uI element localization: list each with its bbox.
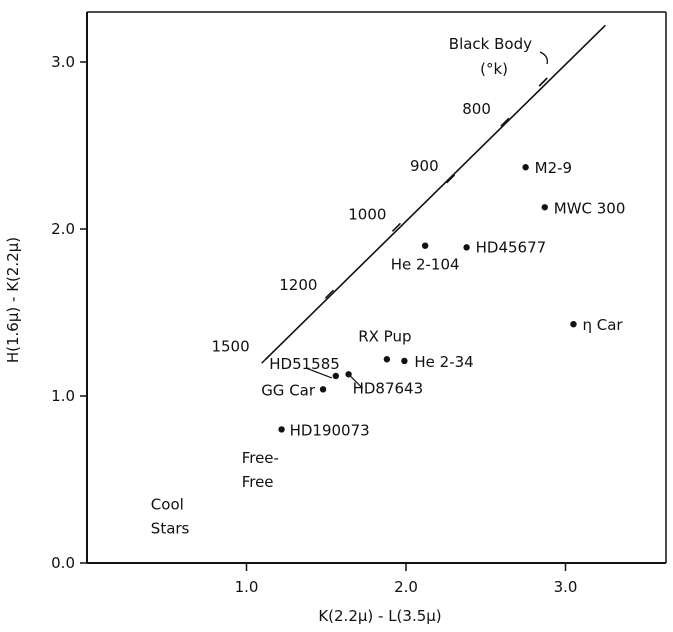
- star-point: [421, 242, 429, 249]
- star-label: HD190073: [290, 421, 370, 439]
- region-label: Cool: [151, 496, 184, 514]
- x-tick-label: 2.0: [394, 578, 418, 596]
- x-tick-label: 3.0: [554, 578, 578, 596]
- temperature-label: 800: [462, 100, 491, 118]
- star-point: [522, 164, 529, 171]
- star-point: [319, 386, 327, 393]
- y-tick-label: 2.0: [51, 220, 75, 238]
- star-label: HD51585: [269, 355, 340, 373]
- black-body-curve: 1500 1200 1000 900 800 Black Body (°k): [211, 24, 606, 364]
- black-body-marker: [324, 289, 334, 299]
- x-tick-label: 1.0: [235, 578, 259, 596]
- x-axis-title: K(2.2μ) - L(3.5μ): [318, 607, 441, 625]
- star-point: [541, 204, 548, 211]
- y-tick-label: 0.0: [51, 554, 75, 572]
- black-body-marker: [446, 174, 456, 184]
- black-body-title: Black Body: [449, 35, 532, 53]
- data-points: M2-9 MWC 300 HD45677 He 2-104 η Car RX PupHe …: [261, 159, 625, 439]
- star-point: [278, 426, 285, 433]
- star-label: HD87643: [353, 379, 424, 397]
- black-body-marker: [391, 222, 401, 232]
- region-label: Stars: [151, 520, 190, 538]
- star-label: He 2-104: [391, 256, 460, 274]
- star-label: He 2-34: [414, 353, 473, 371]
- black-body-marker: [500, 117, 510, 127]
- star-label: RX Pup: [358, 327, 411, 345]
- star-label: HD45677: [476, 238, 547, 256]
- y-tick-label: 1.0: [51, 387, 75, 405]
- black-body-pointer-tick: [538, 77, 548, 87]
- star-point: [570, 320, 577, 328]
- star-label: GG Car: [261, 381, 316, 399]
- y-tick-label: 3.0: [51, 53, 75, 71]
- black-body-bracket: [539, 51, 548, 65]
- star-point: [401, 357, 408, 365]
- region-label: Free: [242, 473, 274, 491]
- region-labels: Free- Free Cool Stars: [151, 449, 279, 538]
- black-body-marker: [261, 354, 271, 364]
- plot-frame: [86, 11, 667, 564]
- axis-ticks: 1.0 2.0 3.0 0.0 1.0 2.0 3.0: [51, 53, 577, 596]
- star-label: M2-9: [535, 159, 572, 177]
- leader-line: [305, 367, 333, 379]
- star-point: [463, 244, 470, 251]
- star-label: η Car: [582, 316, 623, 334]
- leader-line: [350, 375, 364, 389]
- temperature-label: 1500: [211, 337, 249, 355]
- temperature-label: 1000: [348, 205, 386, 223]
- star-label: MWC 300: [554, 199, 626, 217]
- temperature-label: 900: [410, 157, 439, 175]
- region-label: Free-: [242, 449, 279, 467]
- temperature-label: 1200: [279, 276, 317, 294]
- black-body-unit: (°k): [480, 60, 508, 78]
- star-point: [383, 356, 391, 363]
- black-body-line: [265, 24, 606, 360]
- y-axis-title: H(1.6μ) - K(2.2μ): [4, 237, 22, 363]
- star-point: [332, 372, 340, 380]
- star-point: [345, 371, 352, 378]
